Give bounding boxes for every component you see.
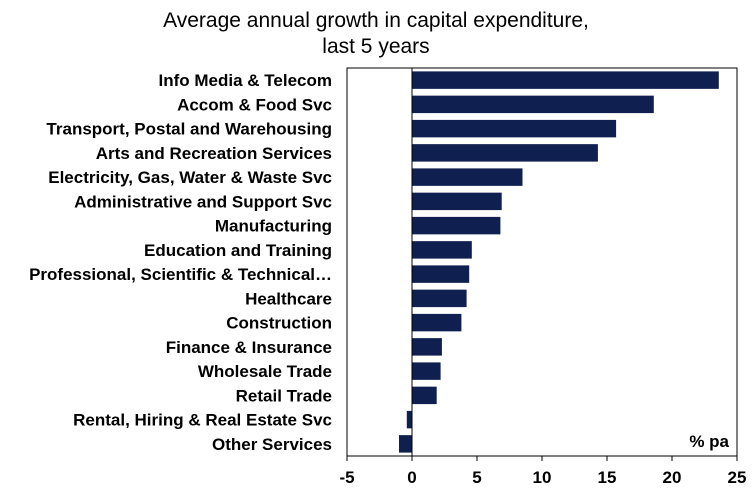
- category-label-16: Other Services: [212, 435, 332, 454]
- bar-16: [399, 435, 412, 453]
- category-label-13: Wholesale Trade: [198, 362, 332, 381]
- category-label-1: Info Media & Telecom: [159, 71, 333, 90]
- category-label-3: Transport, Postal and Warehousing: [46, 120, 332, 139]
- bar-13: [412, 362, 441, 380]
- x-tick-label-6: 20: [663, 468, 682, 487]
- category-label-10: Healthcare: [245, 289, 332, 308]
- category-label-15: Rental, Hiring & Real Estate Svc: [73, 411, 332, 430]
- category-labels: Info Media & Telecom Accom & Food Svc Tran…: [29, 71, 332, 454]
- x-tick-label-7: 25: [728, 468, 747, 487]
- bar-5: [412, 168, 523, 186]
- category-label-5: Electricity, Gas, Water & Waste Svc: [48, 168, 332, 187]
- bar-7: [412, 216, 501, 235]
- bar-6: [412, 192, 502, 211]
- bar-9: [412, 265, 470, 283]
- bar-15: [406, 410, 412, 429]
- bar-10: [412, 289, 467, 308]
- category-label-11: Construction: [226, 314, 332, 333]
- category-label-7: Manufacturing: [215, 217, 332, 236]
- x-tick-label-5: 15: [598, 468, 617, 487]
- x-tick-label-1: -5: [339, 468, 354, 487]
- unit-label: % pa: [689, 432, 729, 451]
- category-label-9: Professional, Scientific & Technical…: [29, 265, 332, 284]
- category-label-12: Finance & Insurance: [166, 338, 332, 357]
- x-tick-label-2: 0: [407, 468, 416, 487]
- bar-2: [412, 95, 654, 114]
- bar-11: [412, 313, 462, 332]
- category-label-6: Administrative and Support Svc: [74, 192, 332, 211]
- x-tick-label-3: 5: [472, 468, 481, 487]
- bar-8: [412, 241, 472, 259]
- chart-title-line-1: Average annual growth in capital expendi…: [163, 9, 589, 32]
- bar-14: [412, 386, 437, 405]
- chart-title-line-2: last 5 years: [322, 35, 430, 58]
- bar-12: [412, 338, 442, 356]
- chart-title: Average annual growth in capital expendi…: [0, 8, 752, 60]
- bars-group: [399, 71, 719, 453]
- category-label-4: Arts and Recreation Services: [96, 144, 332, 163]
- category-label-14: Retail Trade: [236, 386, 332, 405]
- bar-4: [412, 144, 598, 162]
- bar-1: [412, 71, 719, 89]
- category-label-2: Accom & Food Svc: [177, 95, 332, 114]
- x-axis: -5 0 5 10 15 20 25: [339, 68, 746, 487]
- x-tick-label-4: 10: [533, 468, 552, 487]
- bar-3: [412, 119, 617, 138]
- category-label-8: Education and Training: [144, 241, 332, 260]
